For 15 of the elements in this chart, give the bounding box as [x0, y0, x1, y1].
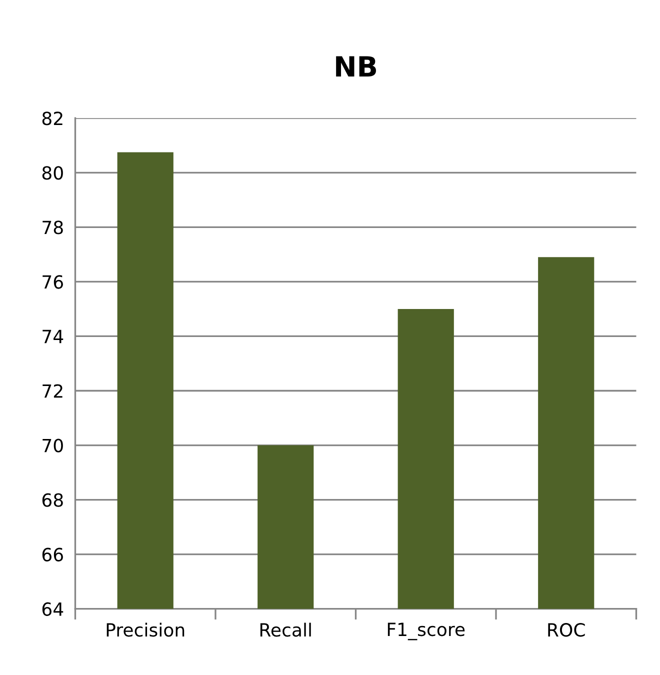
y-tick-label: 80 [42, 166, 63, 180]
y-tick-label: 68 [42, 493, 63, 507]
y-tick-label: 78 [42, 220, 63, 234]
x-tick-label: Precision [106, 622, 184, 637]
y-tick-label: 72 [42, 384, 62, 398]
y-tick-label: 66 [42, 548, 63, 562]
y-tick-label: 76 [42, 275, 63, 289]
y-tick-label: 70 [42, 438, 63, 452]
y-tick-label: 74 [42, 330, 64, 344]
y-tick-label: 82 [42, 112, 62, 126]
x-tick-label: Recall [260, 622, 311, 637]
x-tick-label: F1_score [388, 622, 465, 640]
x-tick-label: ROC [548, 623, 585, 637]
chart-title: NB [336, 56, 376, 76]
y-tick-label: 64 [42, 602, 64, 616]
